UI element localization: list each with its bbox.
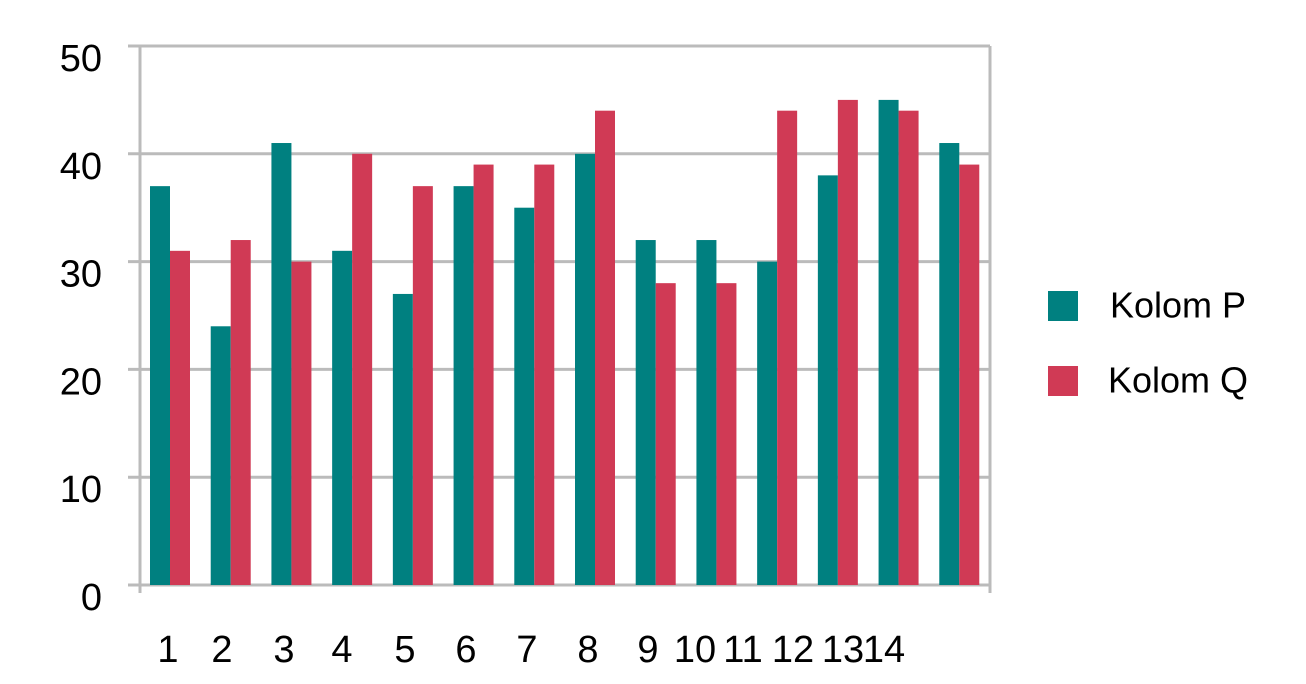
bar [716, 283, 737, 585]
x-tick-label: 10 [674, 629, 716, 671]
x-tick-label: 11 [723, 629, 762, 671]
bar [412, 186, 433, 585]
y-tick-label: 20 [60, 361, 102, 403]
bar [332, 250, 353, 585]
bar [757, 261, 778, 585]
x-tick-label: 3 [273, 629, 294, 671]
bar [655, 283, 676, 585]
bar [150, 186, 170, 585]
legend-swatch [1048, 366, 1078, 396]
bar [514, 207, 535, 585]
bar [352, 153, 373, 586]
bar [878, 99, 899, 586]
bar [392, 293, 413, 585]
x-tick-label: 4 [331, 629, 352, 671]
y-tick-label: 30 [60, 254, 102, 296]
y-tick-label: 50 [60, 38, 102, 80]
bar [534, 164, 555, 585]
bar [575, 153, 595, 586]
x-tick-label: 1 [157, 629, 178, 671]
x-tick-label: 12 [772, 629, 814, 671]
bar [837, 99, 858, 586]
bar [170, 250, 190, 585]
y-tick-label: 40 [60, 146, 102, 188]
x-tick-label: 13 [822, 629, 864, 671]
x-tick-label: 6 [455, 629, 476, 671]
legend-label: Kolom P [1110, 285, 1246, 326]
legend-label: Kolom Q [1108, 360, 1248, 401]
bar [271, 143, 292, 585]
bar [595, 110, 615, 586]
legend-swatch [1048, 291, 1078, 321]
y-tick-label: 10 [60, 469, 102, 511]
bar [230, 240, 251, 586]
x-tick-label: 2 [211, 629, 232, 671]
bar [473, 164, 494, 585]
bar [959, 164, 980, 585]
bar [635, 240, 656, 586]
x-tick-label: 8 [577, 629, 598, 671]
bar [939, 143, 960, 585]
bar [210, 326, 231, 585]
bar [898, 110, 919, 586]
y-tick-label: 0 [81, 577, 102, 619]
x-tick-label: 14 [863, 629, 905, 671]
bar [817, 175, 838, 586]
bar [696, 240, 717, 586]
x-tick-label: 9 [637, 629, 658, 671]
bar [777, 110, 798, 586]
x-tick-label: 5 [394, 629, 415, 671]
bar [291, 261, 312, 585]
bar [453, 186, 474, 585]
x-tick-label: 7 [516, 629, 537, 671]
